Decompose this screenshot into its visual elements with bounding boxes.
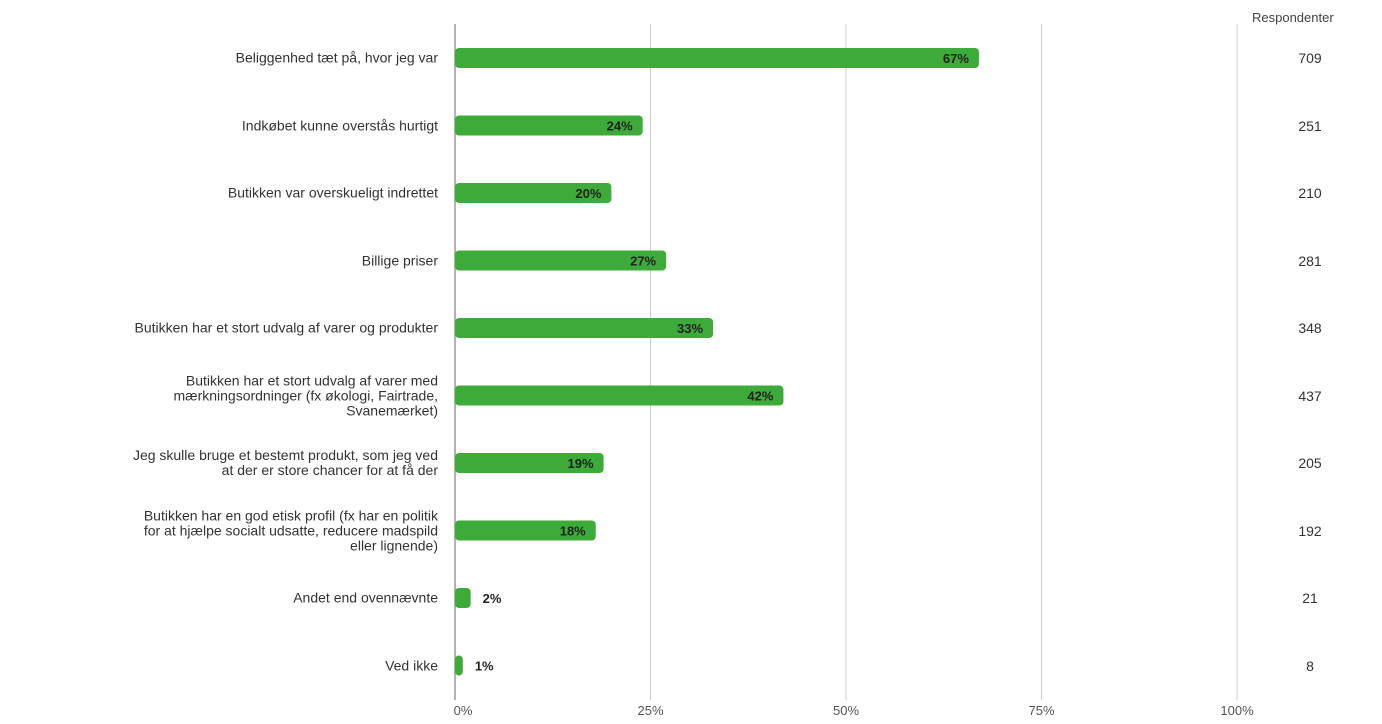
category-label: Ved ikke — [385, 657, 438, 673]
bar — [455, 520, 596, 541]
category-label: Indkøbet kunne overstås hurtigt — [241, 117, 438, 133]
category-label: Andet end ovennævnte — [293, 589, 438, 606]
x-tick-label: 50% — [832, 703, 860, 718]
respondent-count: 709 — [1298, 50, 1322, 66]
respondent-count: 281 — [1298, 252, 1322, 269]
category-label: Butikken har en god etisk profil (fx har… — [143, 507, 438, 553]
bar — [455, 588, 471, 608]
bar-data-label: 19% — [568, 456, 594, 471]
x-tick-label: 25% — [637, 703, 664, 718]
x-tick-label: 100% — [1220, 703, 1254, 718]
respondent-count: 348 — [1298, 320, 1322, 336]
bar-data-label: 67% — [943, 51, 969, 66]
category-label: Billige priser — [361, 252, 438, 268]
respondent-count: 210 — [1298, 185, 1322, 201]
respondents-header: Respondenter — [1252, 10, 1334, 25]
respondent-count: 21 — [1302, 590, 1318, 606]
bar-data-label: 18% — [560, 524, 586, 539]
category-label: Butikken har et stort udvalg af varer me… — [173, 372, 438, 418]
bar — [455, 183, 612, 203]
bar — [455, 385, 784, 406]
bar — [455, 48, 979, 68]
bar-data-label: 42% — [747, 389, 773, 404]
bar-data-label: 27% — [630, 254, 656, 269]
category-label: Beliggenhed tæt på, hvor jeg var — [235, 49, 438, 66]
category-label: Butikken var overskueligt indrettet — [227, 184, 438, 201]
bar-data-label: 24% — [607, 119, 633, 134]
respondent-count: 8 — [1306, 657, 1314, 674]
respondent-count: 251 — [1298, 117, 1322, 134]
respondent-count: 437 — [1298, 387, 1322, 404]
bar — [455, 655, 463, 676]
bar-data-label: 2% — [483, 591, 502, 606]
category-label: Butikken har et stort udvalg af varer og… — [134, 319, 439, 336]
bar-data-label: 20% — [575, 186, 601, 201]
category-label: Jeg skulle bruge et bestemt produkt, som… — [132, 447, 438, 478]
x-tick-label: 75% — [1028, 703, 1055, 718]
bar — [455, 250, 667, 271]
x-tick-label: 0% — [453, 703, 473, 718]
respondent-count: 192 — [1298, 522, 1322, 539]
bar — [455, 318, 714, 338]
respondent-count: 205 — [1298, 455, 1322, 471]
bar-data-label: 33% — [677, 321, 703, 336]
bar-data-label: 1% — [475, 659, 494, 674]
bar — [455, 115, 643, 136]
bar — [455, 453, 604, 473]
